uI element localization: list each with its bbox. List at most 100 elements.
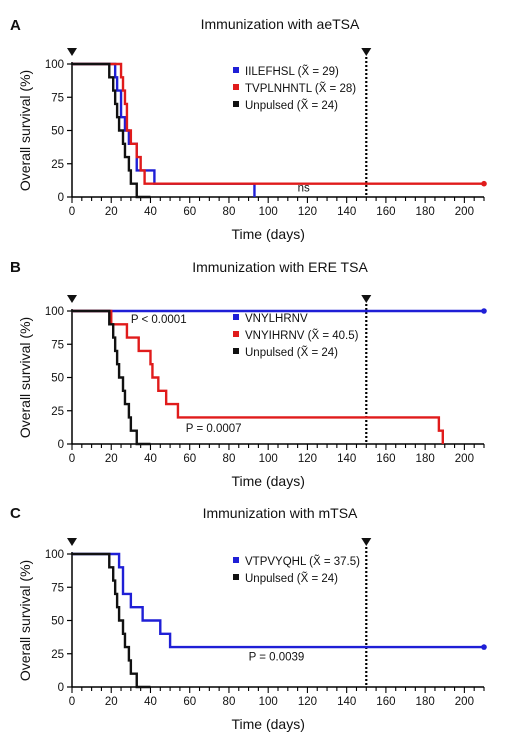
legend-entry: VNYLHRNV xyxy=(245,313,308,325)
y-tick-label: 25 xyxy=(51,649,64,661)
x-axis-label: Time (days) xyxy=(231,226,304,242)
series-line-2 xyxy=(72,309,151,446)
x-tick-label: 0 xyxy=(69,206,75,218)
series-line-1 xyxy=(72,309,444,444)
x-tick-label: 140 xyxy=(337,206,356,218)
x-tick-label: 60 xyxy=(183,696,196,708)
y-tick-label: 50 xyxy=(51,126,64,138)
series-line-0 xyxy=(72,552,484,649)
time-marker xyxy=(361,538,372,546)
chart-title: Immunization with mTSA xyxy=(203,505,358,521)
y-tick-label: 50 xyxy=(51,373,64,385)
x-tick-label: 60 xyxy=(183,206,196,218)
legend-entry: Unpulsed (X̃ = 24) xyxy=(245,572,338,585)
y-tick-label: 0 xyxy=(58,192,64,204)
x-tick-label: 80 xyxy=(223,696,236,708)
x-tick-label: 20 xyxy=(105,206,118,218)
panel-label: A xyxy=(10,17,21,34)
chart-title: Immunization with ERE TSA xyxy=(192,259,368,275)
x-tick-label: 200 xyxy=(455,696,474,708)
x-tick-label: 200 xyxy=(455,453,474,465)
series-line-2 xyxy=(72,62,151,199)
x-tick-label: 60 xyxy=(183,453,196,465)
y-tick-label: 0 xyxy=(58,682,64,694)
censor-point xyxy=(481,180,487,187)
annotation: P = 0.0039 xyxy=(249,651,305,663)
x-tick-label: 100 xyxy=(259,206,278,218)
legend-swatch xyxy=(233,314,239,320)
annotation: ns xyxy=(298,183,310,195)
legend-entry: VTPVYQHL (X̃ = 37.5) xyxy=(245,555,360,568)
time-marker xyxy=(67,538,77,546)
censor-point xyxy=(481,308,487,314)
y-axis-label: Overall survival (%) xyxy=(17,70,33,191)
x-tick-label: 120 xyxy=(298,453,317,465)
x-tick-label: 160 xyxy=(376,453,395,465)
x-tick-label: 80 xyxy=(223,453,236,465)
chart-title: Immunization with aeTSA xyxy=(201,16,360,32)
x-tick-label: 40 xyxy=(144,453,157,465)
annotation: P = 0.0007 xyxy=(186,423,242,435)
y-tick-label: 75 xyxy=(51,339,64,351)
x-tick-label: 20 xyxy=(105,696,118,708)
series-line-1 xyxy=(72,62,484,185)
x-tick-label: 160 xyxy=(376,696,395,708)
legend-swatch xyxy=(233,101,239,107)
time-marker xyxy=(67,295,77,303)
annotation: P < 0.0001 xyxy=(131,314,187,326)
x-tick-label: 100 xyxy=(259,453,278,465)
x-tick-label: 180 xyxy=(416,206,435,218)
series-line-0 xyxy=(72,62,256,197)
x-tick-label: 0 xyxy=(69,453,75,465)
x-tick-label: 40 xyxy=(144,206,157,218)
legend-swatch xyxy=(233,574,239,580)
x-tick-label: 120 xyxy=(298,206,317,218)
y-tick-label: 25 xyxy=(51,159,64,171)
y-tick-label: 100 xyxy=(45,549,64,561)
x-axis-label: Time (days) xyxy=(231,716,304,732)
y-axis-label: Overall survival (%) xyxy=(17,317,33,438)
y-tick-label: 25 xyxy=(51,406,64,418)
legend-entry: IILEFHSL (X̃ = 29) xyxy=(245,65,339,78)
legend-swatch xyxy=(233,67,239,73)
x-tick-label: 0 xyxy=(69,696,75,708)
legend-entry: Unpulsed (X̃ = 24) xyxy=(245,99,338,112)
panel-label: B xyxy=(10,259,21,276)
y-tick-label: 100 xyxy=(45,59,64,71)
x-tick-label: 140 xyxy=(337,453,356,465)
legend-swatch xyxy=(233,348,239,354)
x-tick-label: 180 xyxy=(416,453,435,465)
y-tick-label: 75 xyxy=(51,582,64,594)
chart-panel-B: B Immunization with ERE TSA 0 25 50 75 100 0 20 4… xyxy=(10,259,487,489)
x-axis-label: Time (days) xyxy=(231,473,304,489)
x-tick-label: 140 xyxy=(337,696,356,708)
y-tick-label: 50 xyxy=(51,616,64,628)
legend-entry: TVPLNHNTL (X̃ = 28) xyxy=(245,82,356,95)
x-tick-label: 40 xyxy=(144,696,157,708)
legend-swatch xyxy=(233,557,239,563)
legend-swatch xyxy=(233,84,239,90)
x-tick-label: 200 xyxy=(455,206,474,218)
x-tick-label: 100 xyxy=(259,696,278,708)
y-tick-label: 0 xyxy=(58,439,64,451)
legend-entry: VNYIHRNV (X̃ = 40.5) xyxy=(245,329,359,342)
y-tick-label: 100 xyxy=(45,306,64,318)
censor-point xyxy=(481,644,487,650)
time-marker xyxy=(67,48,77,56)
time-marker xyxy=(361,295,372,303)
time-marker xyxy=(361,48,372,56)
x-tick-label: 160 xyxy=(376,206,395,218)
x-tick-label: 120 xyxy=(298,696,317,708)
panel-label: C xyxy=(10,505,21,522)
legend-swatch xyxy=(233,331,239,337)
series-line-1 xyxy=(72,552,151,689)
chart-panel-A: A Immunization with aeTSA 0 25 50 75 100 0 20 40 6… xyxy=(10,16,487,242)
chart-panel-C: C Immunization with mTSA 0 25 50 75 100 0 20 40 60… xyxy=(10,505,487,732)
x-tick-label: 20 xyxy=(105,453,118,465)
x-tick-label: 80 xyxy=(223,206,236,218)
legend-entry: Unpulsed (X̃ = 24) xyxy=(245,346,338,359)
y-tick-label: 75 xyxy=(51,92,64,104)
y-axis-label: Overall survival (%) xyxy=(17,560,33,681)
x-tick-label: 180 xyxy=(416,696,435,708)
